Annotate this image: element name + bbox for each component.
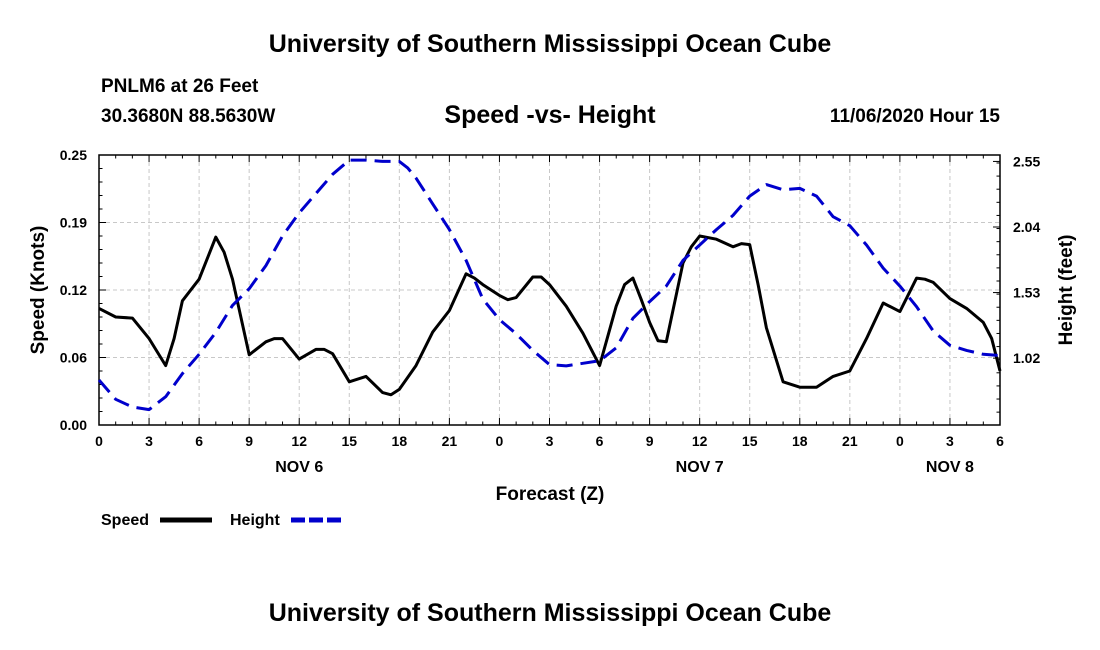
y2-tick-label-1: 1.53 xyxy=(1013,285,1040,301)
x-tick-label-16: 0 xyxy=(896,433,904,449)
y2-tick-label-2: 2.04 xyxy=(1013,219,1040,235)
station-coords: 30.3680N 88.5630W xyxy=(101,106,276,127)
x-tick-label-4: 12 xyxy=(291,433,307,449)
series-line-speed xyxy=(98,234,1002,397)
day-label-1: NOV 7 xyxy=(676,459,724,476)
x-tick-label-1: 3 xyxy=(145,433,153,449)
x-tick-label-13: 15 xyxy=(742,433,758,449)
y-tick-label-3: 0.19 xyxy=(60,215,87,231)
axis-labels: 0.00 0.06 0.12 0.19 0.25 1.02 1.53 2.04 2.55 0 3 6 9… xyxy=(28,147,1077,505)
x-tick-label-7: 21 xyxy=(442,433,458,449)
x-tick-label-12: 12 xyxy=(692,433,708,449)
x-tick-label-2: 6 xyxy=(195,433,203,449)
legend-label-height: Height xyxy=(230,512,280,529)
axes xyxy=(98,154,1001,426)
x-tick-label-5: 15 xyxy=(341,433,357,449)
series-line-height xyxy=(97,158,1001,412)
x-tick-label-8: 0 xyxy=(496,433,504,449)
x-tick-label-6: 18 xyxy=(392,433,408,449)
station-name: PNLM6 at 26 Feet xyxy=(101,76,259,97)
footer-title: University of Southern Mississippi Ocean… xyxy=(268,599,832,627)
x-tick-label-15: 21 xyxy=(842,433,858,449)
y-tick-label-1: 0.06 xyxy=(60,350,87,366)
chart-title: Speed -vs- Height xyxy=(444,101,656,129)
x-tick-label-14: 18 xyxy=(792,433,808,449)
x-tick-label-0: 0 xyxy=(95,433,103,449)
legend-label-speed: Speed xyxy=(101,512,149,529)
day-label-2: NOV 8 xyxy=(926,459,974,476)
y-tick-label-2: 0.12 xyxy=(60,282,87,298)
x-tick-label-17: 3 xyxy=(946,433,954,449)
y2-tick-label-0: 1.02 xyxy=(1013,350,1040,366)
legend: Speed Height xyxy=(101,512,343,529)
y2-axis-title: Height (feet) xyxy=(1056,235,1077,346)
y2-tick-label-3: 2.55 xyxy=(1013,153,1040,169)
y-tick-label-0: 0.00 xyxy=(60,417,87,433)
x-tick-label-3: 9 xyxy=(245,433,253,449)
header-title: University of Southern Mississippi Ocean… xyxy=(268,30,832,58)
y-tick-label-4: 0.25 xyxy=(60,147,87,163)
x-tick-label-9: 3 xyxy=(546,433,554,449)
day-label-0: NOV 6 xyxy=(275,459,323,476)
series xyxy=(97,158,1002,412)
x-tick-label-11: 9 xyxy=(646,433,654,449)
y-axis-title: Speed (Knots) xyxy=(28,226,49,355)
x-tick-label-10: 6 xyxy=(596,433,604,449)
x-axis-title: Forecast (Z) xyxy=(496,484,605,505)
chart-date: 11/06/2020 Hour 15 xyxy=(829,106,1000,127)
x-tick-label-18: 6 xyxy=(996,433,1004,449)
